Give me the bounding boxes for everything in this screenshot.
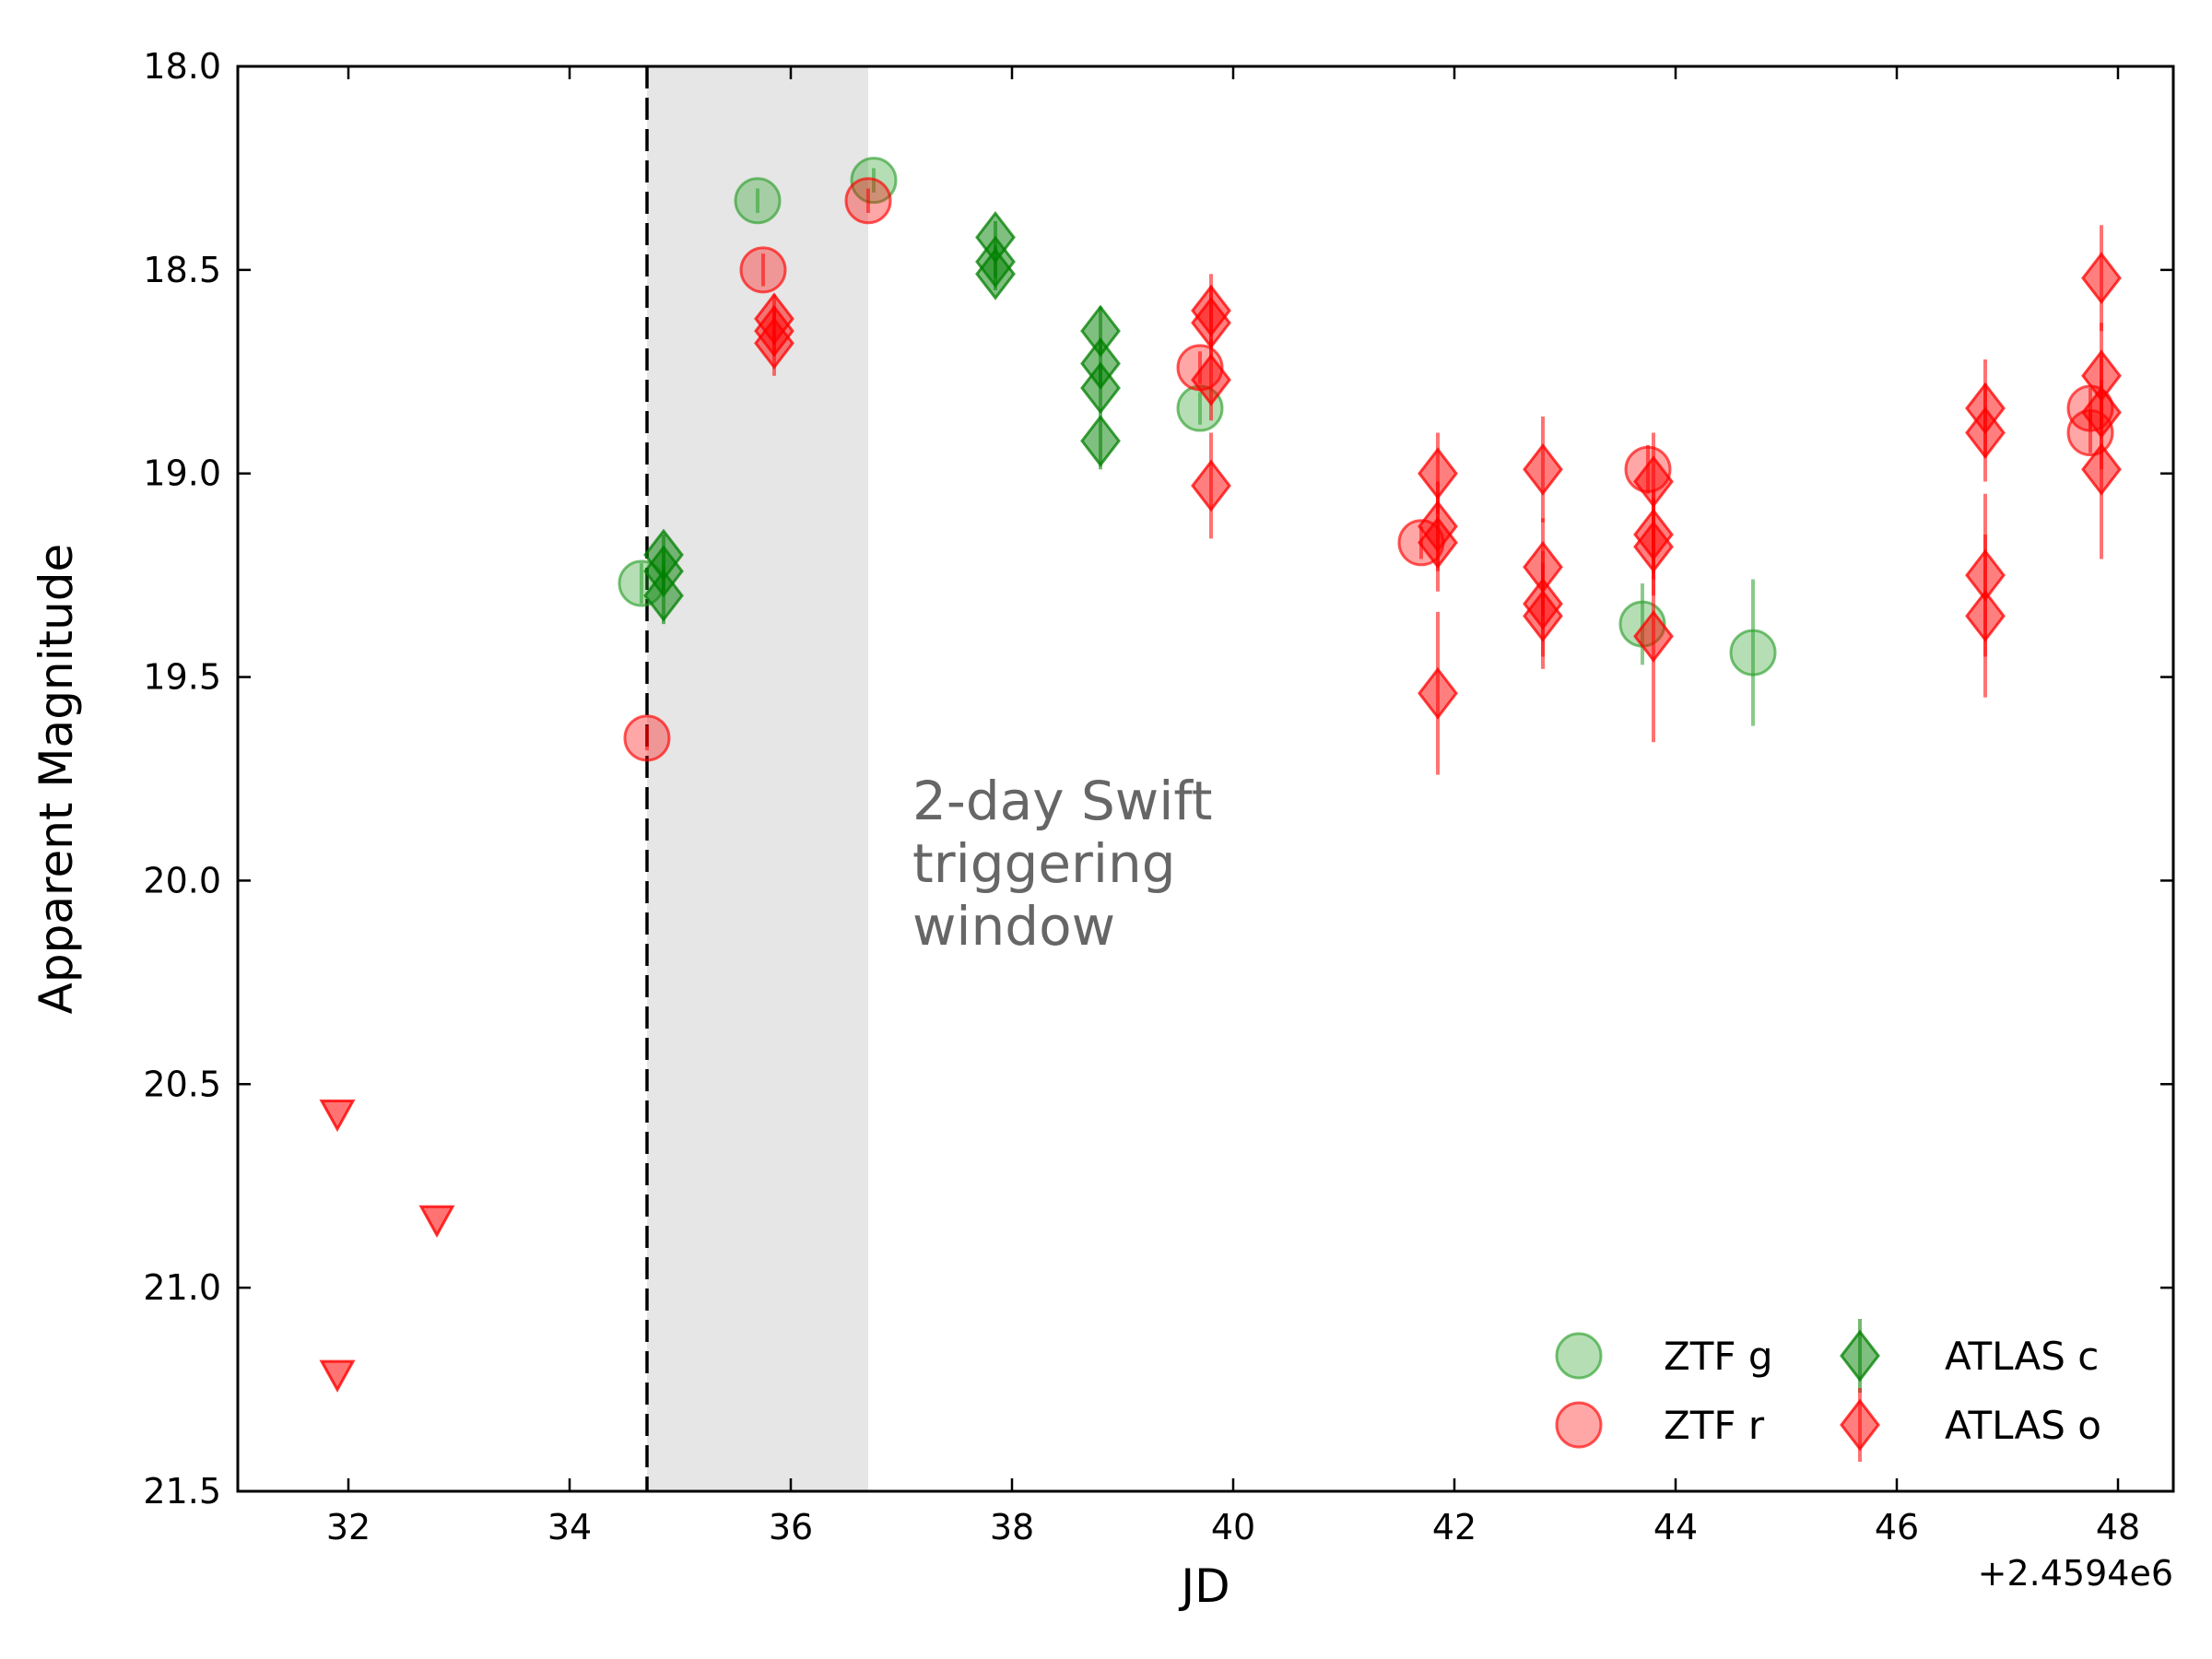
x-tick-label: 38: [990, 1507, 1034, 1547]
y-tick-label: 21.5: [143, 1471, 221, 1512]
data-point: [754, 316, 794, 370]
data-point: [1965, 589, 2006, 642]
x-tick-label: 40: [1211, 1507, 1255, 1547]
data-point: [623, 714, 671, 762]
data-point: [975, 247, 1016, 300]
data-point: [2081, 442, 2122, 496]
upper-limit-marker: [418, 1205, 455, 1238]
y-tick-label: 20.0: [143, 860, 221, 900]
data-point: [1965, 406, 2006, 460]
data-point: [1418, 666, 1458, 720]
x-tick-label: 36: [769, 1507, 813, 1547]
x-tick-label: 32: [326, 1507, 371, 1547]
x-tick-label: 42: [1432, 1507, 1477, 1547]
legend: ZTF g ZTF r ATLAS c ATLAS o: [1555, 1319, 2101, 1462]
series-atlas-o: [319, 225, 2122, 1393]
data-point: [1633, 609, 1674, 663]
data-point: [739, 246, 787, 294]
legend-marker: [1840, 1329, 1880, 1382]
x-tick-label: 34: [547, 1507, 592, 1547]
swift-window-shade: [647, 66, 868, 1491]
data-point: [1729, 629, 1777, 677]
data-layer: [319, 157, 2122, 1393]
data-point: [1191, 353, 1231, 406]
legend-marker: [1555, 1401, 1603, 1449]
data-point: [1191, 459, 1231, 512]
upper-limit-marker: [319, 1359, 356, 1393]
legend-label: ZTF r: [1664, 1403, 1765, 1448]
data-point: [1523, 442, 1563, 496]
annotation-line: triggering: [912, 832, 1176, 895]
plot-frame: [236, 65, 2175, 1493]
x-tick-label: 48: [2096, 1507, 2140, 1547]
y-tick-label: 18.5: [143, 250, 221, 290]
tick-layer: 32 34 36 38 40 42 44 46 48 18.0 18.5 19.0 19.5 20.0 20…: [143, 46, 2173, 1547]
legend-label: ATLAS o: [1945, 1403, 2101, 1448]
x-tick-label: 46: [1875, 1507, 1919, 1547]
legend-item: ZTF g: [1555, 1332, 1773, 1380]
y-tick-label: 19.0: [143, 453, 221, 494]
y-axis-title: Apparent Magnitude: [29, 544, 83, 1015]
data-point: [734, 177, 782, 225]
y-tick-label: 19.5: [143, 657, 221, 698]
legend-marker: [1840, 1398, 1880, 1452]
data-point: [1080, 361, 1121, 415]
data-point: [1080, 414, 1121, 467]
x-axis-title: JD: [1178, 1559, 1230, 1613]
data-point: [2081, 252, 2122, 305]
series-atlas-c: [643, 211, 1121, 625]
data-point: [643, 569, 684, 622]
y-tick-label: 21.0: [143, 1267, 221, 1308]
upper-limit-marker: [319, 1099, 356, 1133]
annotation-line: 2-day Swift: [912, 770, 1212, 832]
legend-label: ZTF g: [1664, 1334, 1773, 1379]
x-tick-label: 44: [1653, 1507, 1698, 1547]
legend-item: ATLAS c: [1840, 1319, 2099, 1393]
y-tick-label: 20.5: [143, 1064, 221, 1104]
shade-layer: [647, 66, 868, 1491]
data-point: [1418, 516, 1458, 570]
data-point: [1523, 589, 1563, 642]
x-axis-offset-label: +2.4594e6: [1978, 1553, 2173, 1594]
legend-marker: [1555, 1332, 1603, 1380]
legend-item: ATLAS o: [1840, 1388, 2101, 1462]
annotation-line: window: [912, 895, 1115, 958]
data-point: [844, 177, 892, 225]
swift-window-annotation: 2-day Swift triggering window: [912, 770, 1212, 958]
legend-label: ATLAS c: [1945, 1334, 2099, 1379]
legend-item: ZTF r: [1555, 1401, 1765, 1449]
y-tick-label: 18.0: [143, 46, 221, 87]
